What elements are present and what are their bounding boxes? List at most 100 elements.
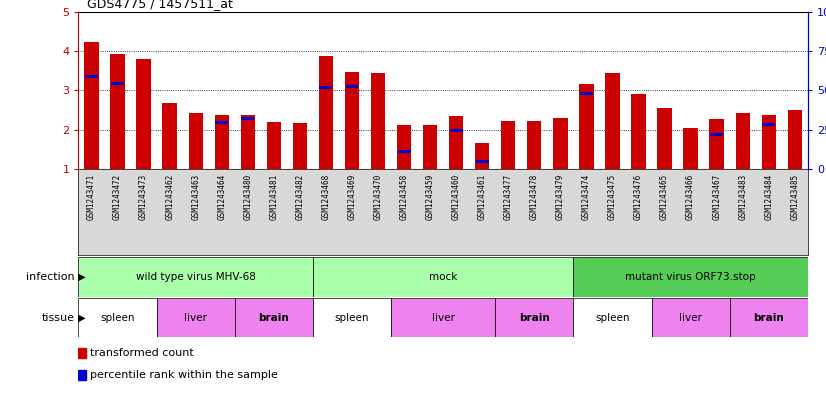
Bar <box>267 122 281 169</box>
Text: mock: mock <box>429 272 458 282</box>
Bar <box>573 257 808 297</box>
Bar <box>188 113 203 169</box>
Bar <box>111 83 124 85</box>
Bar <box>449 116 463 169</box>
Bar <box>136 59 151 169</box>
Text: GSM1243481: GSM1243481 <box>269 173 278 220</box>
Text: GSM1243467: GSM1243467 <box>712 173 721 220</box>
Text: GSM1243468: GSM1243468 <box>321 173 330 220</box>
Text: GSM1243476: GSM1243476 <box>634 173 643 220</box>
Text: brain: brain <box>519 312 549 323</box>
Bar <box>313 298 391 337</box>
Text: GSM1243466: GSM1243466 <box>686 173 695 220</box>
Bar <box>449 129 463 132</box>
Text: GSM1243463: GSM1243463 <box>191 173 200 220</box>
Text: GSM1243465: GSM1243465 <box>660 173 669 220</box>
Text: mutant virus ORF73.stop: mutant virus ORF73.stop <box>625 272 756 282</box>
Bar <box>391 298 496 337</box>
Bar <box>241 118 254 120</box>
Text: GSM1243458: GSM1243458 <box>400 173 409 220</box>
Text: GSM1243469: GSM1243469 <box>348 173 357 220</box>
Bar <box>501 121 515 169</box>
Bar <box>573 298 652 337</box>
Bar <box>762 115 776 169</box>
Bar <box>313 257 573 297</box>
Bar <box>476 160 489 162</box>
Text: liver: liver <box>184 312 207 323</box>
Bar <box>580 92 593 95</box>
Bar <box>78 370 87 380</box>
Text: liver: liver <box>679 312 702 323</box>
Bar <box>579 84 594 169</box>
Text: GSM1243473: GSM1243473 <box>139 173 148 220</box>
Text: GSM1243484: GSM1243484 <box>764 173 773 220</box>
Bar <box>215 115 229 169</box>
Bar <box>292 123 307 169</box>
Text: ▶: ▶ <box>75 272 86 282</box>
Text: transformed count: transformed count <box>90 348 194 358</box>
Bar <box>423 125 437 169</box>
Bar <box>683 128 698 169</box>
Text: GSM1243483: GSM1243483 <box>738 173 748 220</box>
Text: GSM1243470: GSM1243470 <box>373 173 382 220</box>
Bar <box>710 133 723 136</box>
Bar <box>345 85 358 88</box>
Text: spleen: spleen <box>596 312 629 323</box>
Text: spleen: spleen <box>335 312 369 323</box>
Bar <box>553 118 567 169</box>
Text: GSM1243480: GSM1243480 <box>244 173 252 220</box>
Text: GSM1243482: GSM1243482 <box>296 173 305 220</box>
Text: GSM1243460: GSM1243460 <box>452 173 461 220</box>
Bar <box>657 108 672 169</box>
Text: wild type virus MHV-68: wild type virus MHV-68 <box>135 272 255 282</box>
Bar <box>475 143 489 169</box>
Bar <box>397 125 411 169</box>
Text: infection: infection <box>26 272 74 282</box>
Bar <box>78 347 87 358</box>
Bar <box>157 298 235 337</box>
Text: tissue: tissue <box>41 312 74 323</box>
Bar <box>729 298 808 337</box>
Text: GSM1243459: GSM1243459 <box>425 173 434 220</box>
Bar <box>240 115 255 169</box>
Text: GSM1243478: GSM1243478 <box>529 173 539 220</box>
Bar <box>527 121 542 169</box>
Text: GDS4775 / 1457511_at: GDS4775 / 1457511_at <box>87 0 233 10</box>
Text: percentile rank within the sample: percentile rank within the sample <box>90 370 278 380</box>
Bar <box>735 113 750 169</box>
Text: GSM1243479: GSM1243479 <box>556 173 565 220</box>
Text: brain: brain <box>753 312 784 323</box>
Bar <box>319 56 333 169</box>
Text: GSM1243475: GSM1243475 <box>608 173 617 220</box>
Text: GSM1243485: GSM1243485 <box>790 173 800 220</box>
Bar <box>652 298 729 337</box>
Bar <box>78 298 157 337</box>
Bar <box>762 123 776 126</box>
Bar <box>344 72 359 169</box>
Bar <box>78 257 313 297</box>
Bar <box>496 298 573 337</box>
Bar <box>320 86 332 89</box>
Bar <box>397 150 411 152</box>
Bar <box>710 119 724 169</box>
Text: GSM1243474: GSM1243474 <box>582 173 591 220</box>
Text: liver: liver <box>432 312 454 323</box>
Bar <box>111 54 125 169</box>
Text: GSM1243462: GSM1243462 <box>165 173 174 220</box>
Text: spleen: spleen <box>100 312 135 323</box>
Bar <box>605 73 620 169</box>
Text: GSM1243471: GSM1243471 <box>87 173 96 220</box>
Text: GSM1243472: GSM1243472 <box>113 173 122 220</box>
Bar <box>631 94 646 169</box>
Bar <box>163 103 177 169</box>
Text: GSM1243477: GSM1243477 <box>504 173 513 220</box>
Bar <box>371 73 385 169</box>
Bar <box>235 298 313 337</box>
Bar <box>84 42 98 169</box>
Bar <box>85 75 98 78</box>
Bar <box>788 110 802 169</box>
Text: GSM1243461: GSM1243461 <box>477 173 487 220</box>
Text: brain: brain <box>259 312 289 323</box>
Bar <box>216 121 228 124</box>
Text: ▶: ▶ <box>75 312 86 323</box>
